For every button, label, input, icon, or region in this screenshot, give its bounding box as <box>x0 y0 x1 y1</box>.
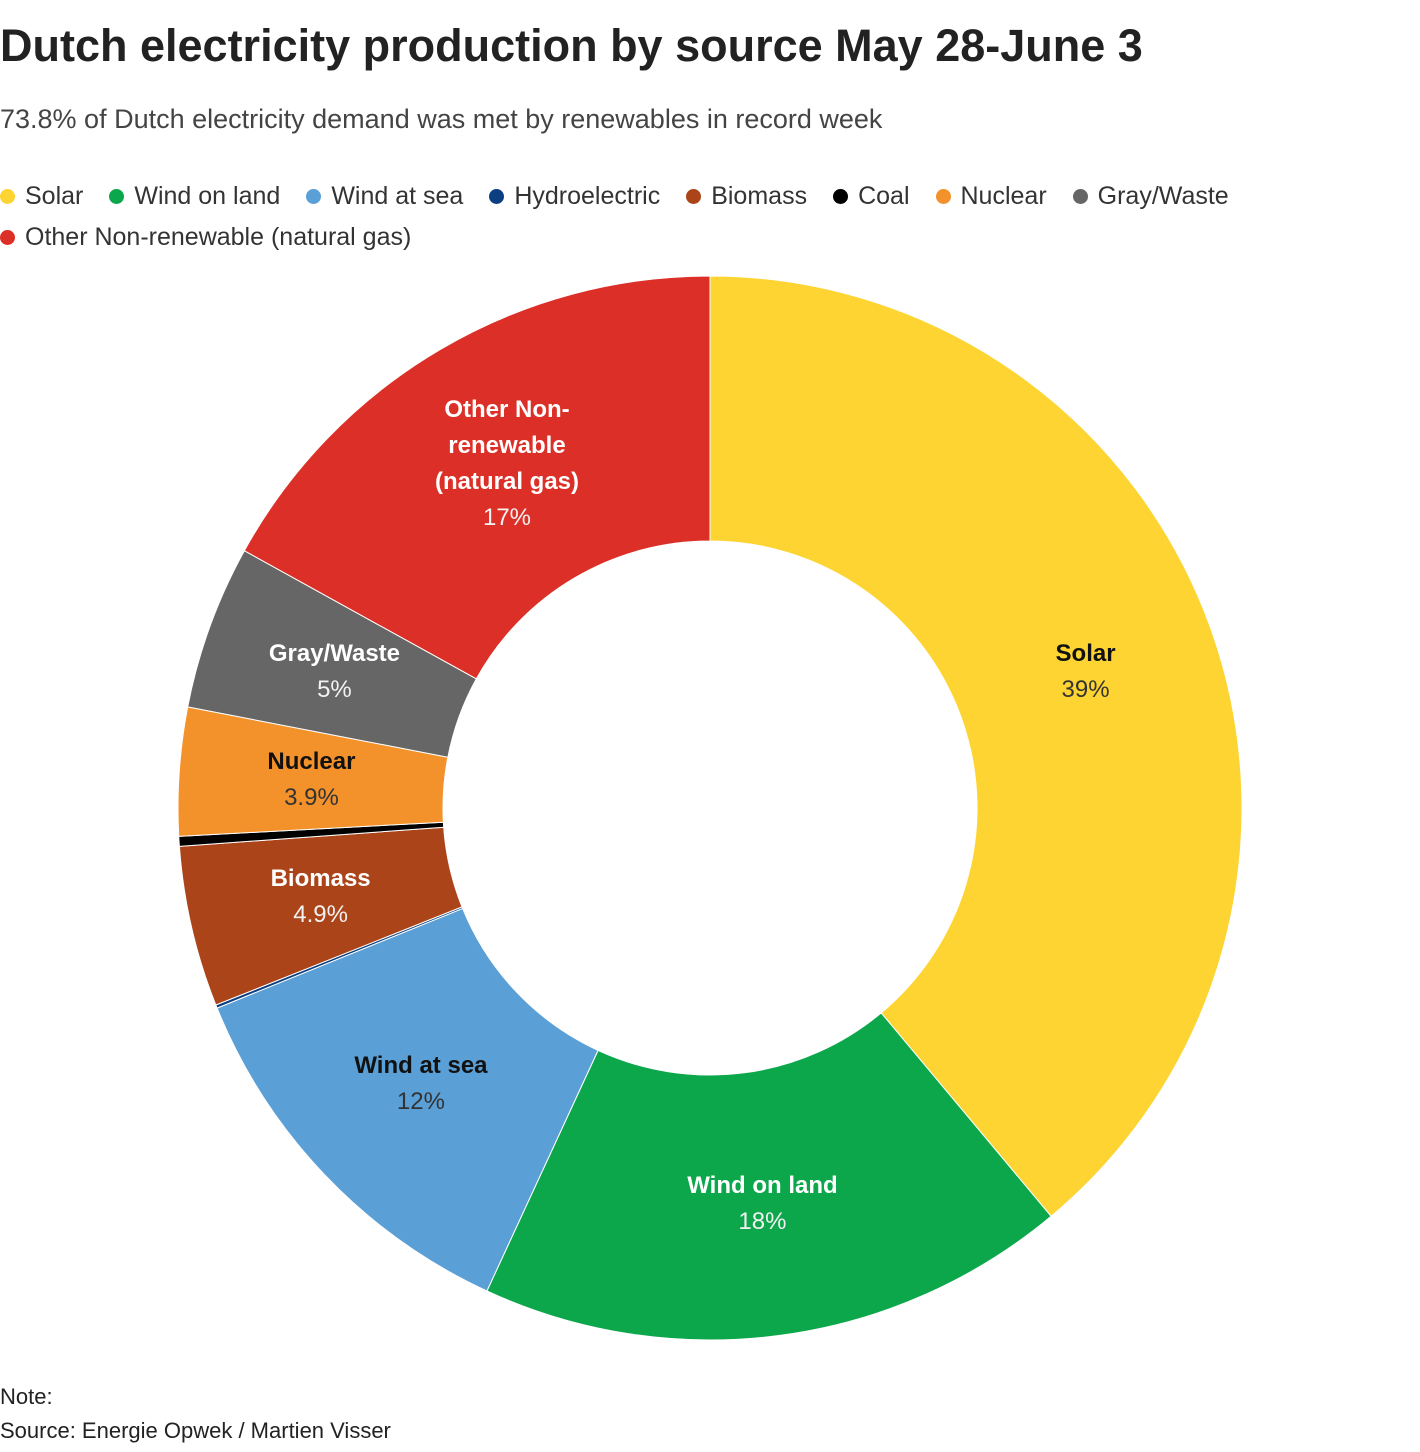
legend-label: Solar <box>25 182 84 210</box>
legend-swatch <box>109 189 125 204</box>
legend-swatch <box>1072 189 1088 204</box>
legend-item: Gray/Waste <box>1072 182 1229 211</box>
segment-label: Wind on land 18% <box>687 1168 837 1240</box>
chart-title: Dutch electricity production by source M… <box>0 20 1143 71</box>
segment-value: 3.9% <box>284 784 339 812</box>
segment-label: Nuclear 3.9% <box>267 744 355 816</box>
segment-name: Wind at sea <box>354 1051 488 1079</box>
segment-value: 5% <box>317 675 352 703</box>
donut-segment <box>486 1012 1052 1341</box>
legend: Solar Wind on land Wind at sea Hydroelectri… <box>0 182 1320 252</box>
source: Source: Energie Opwek / Martien Visser <box>0 1418 391 1443</box>
segment-value: 39% <box>1061 675 1110 703</box>
legend-label: Wind at sea <box>331 182 464 210</box>
segment-value: 12% <box>396 1087 445 1115</box>
legend-item: Biomass <box>686 182 807 211</box>
segment-label: Solar 39% <box>1056 636 1116 708</box>
legend-swatch <box>0 230 15 245</box>
legend-swatch <box>686 189 702 204</box>
segment-name: Other Non-renewable (natural gas) <box>434 395 580 495</box>
legend-label: Biomass <box>711 182 808 210</box>
segment-label: Other Non-renewable (natural gas) 17% <box>402 392 612 536</box>
legend-label: Coal <box>858 182 910 210</box>
legend-item: Other Non-renewable (natural gas) <box>0 223 411 252</box>
legend-label: Wind on land <box>134 182 281 210</box>
legend-item: Solar <box>0 182 83 211</box>
legend-swatch <box>833 189 849 204</box>
legend-item: Coal <box>833 182 910 211</box>
segment-name: Nuclear <box>267 748 356 776</box>
donut-segment <box>216 907 599 1292</box>
legend-swatch <box>0 189 15 204</box>
legend-label: Other Non-renewable (natural gas) <box>25 223 412 251</box>
donut-segment <box>709 275 1243 1217</box>
segment-label: Biomass 4.9% <box>271 861 371 933</box>
segment-value: 4.9% <box>293 901 348 929</box>
segment-value: 17% <box>482 503 532 531</box>
chart-subtitle: 73.8% of Dutch electricity demand was me… <box>0 104 883 134</box>
segment-name: Gray/Waste <box>268 639 401 667</box>
note: Note: <box>0 1384 53 1409</box>
legend-item: Hydroelectric <box>489 182 660 211</box>
segment-label: Gray/Waste 5% <box>269 636 400 708</box>
legend-label: Hydroelectric <box>514 182 661 210</box>
legend-item: Wind on land <box>109 182 280 211</box>
segment-name: Biomass <box>270 865 371 893</box>
segment-value: 18% <box>738 1208 787 1236</box>
segment-name: Wind on land <box>687 1172 838 1200</box>
segment-name: Solar <box>1055 639 1116 667</box>
legend-label: Nuclear <box>960 182 1047 210</box>
legend-swatch <box>935 189 951 204</box>
legend-swatch <box>306 189 322 204</box>
legend-swatch <box>489 189 505 204</box>
segment-label: Wind at sea 12% <box>354 1048 487 1120</box>
legend-item: Nuclear <box>935 182 1047 211</box>
legend-item: Wind at sea <box>306 182 463 211</box>
legend-label: Gray/Waste <box>1097 182 1229 210</box>
donut-segment <box>243 275 711 680</box>
